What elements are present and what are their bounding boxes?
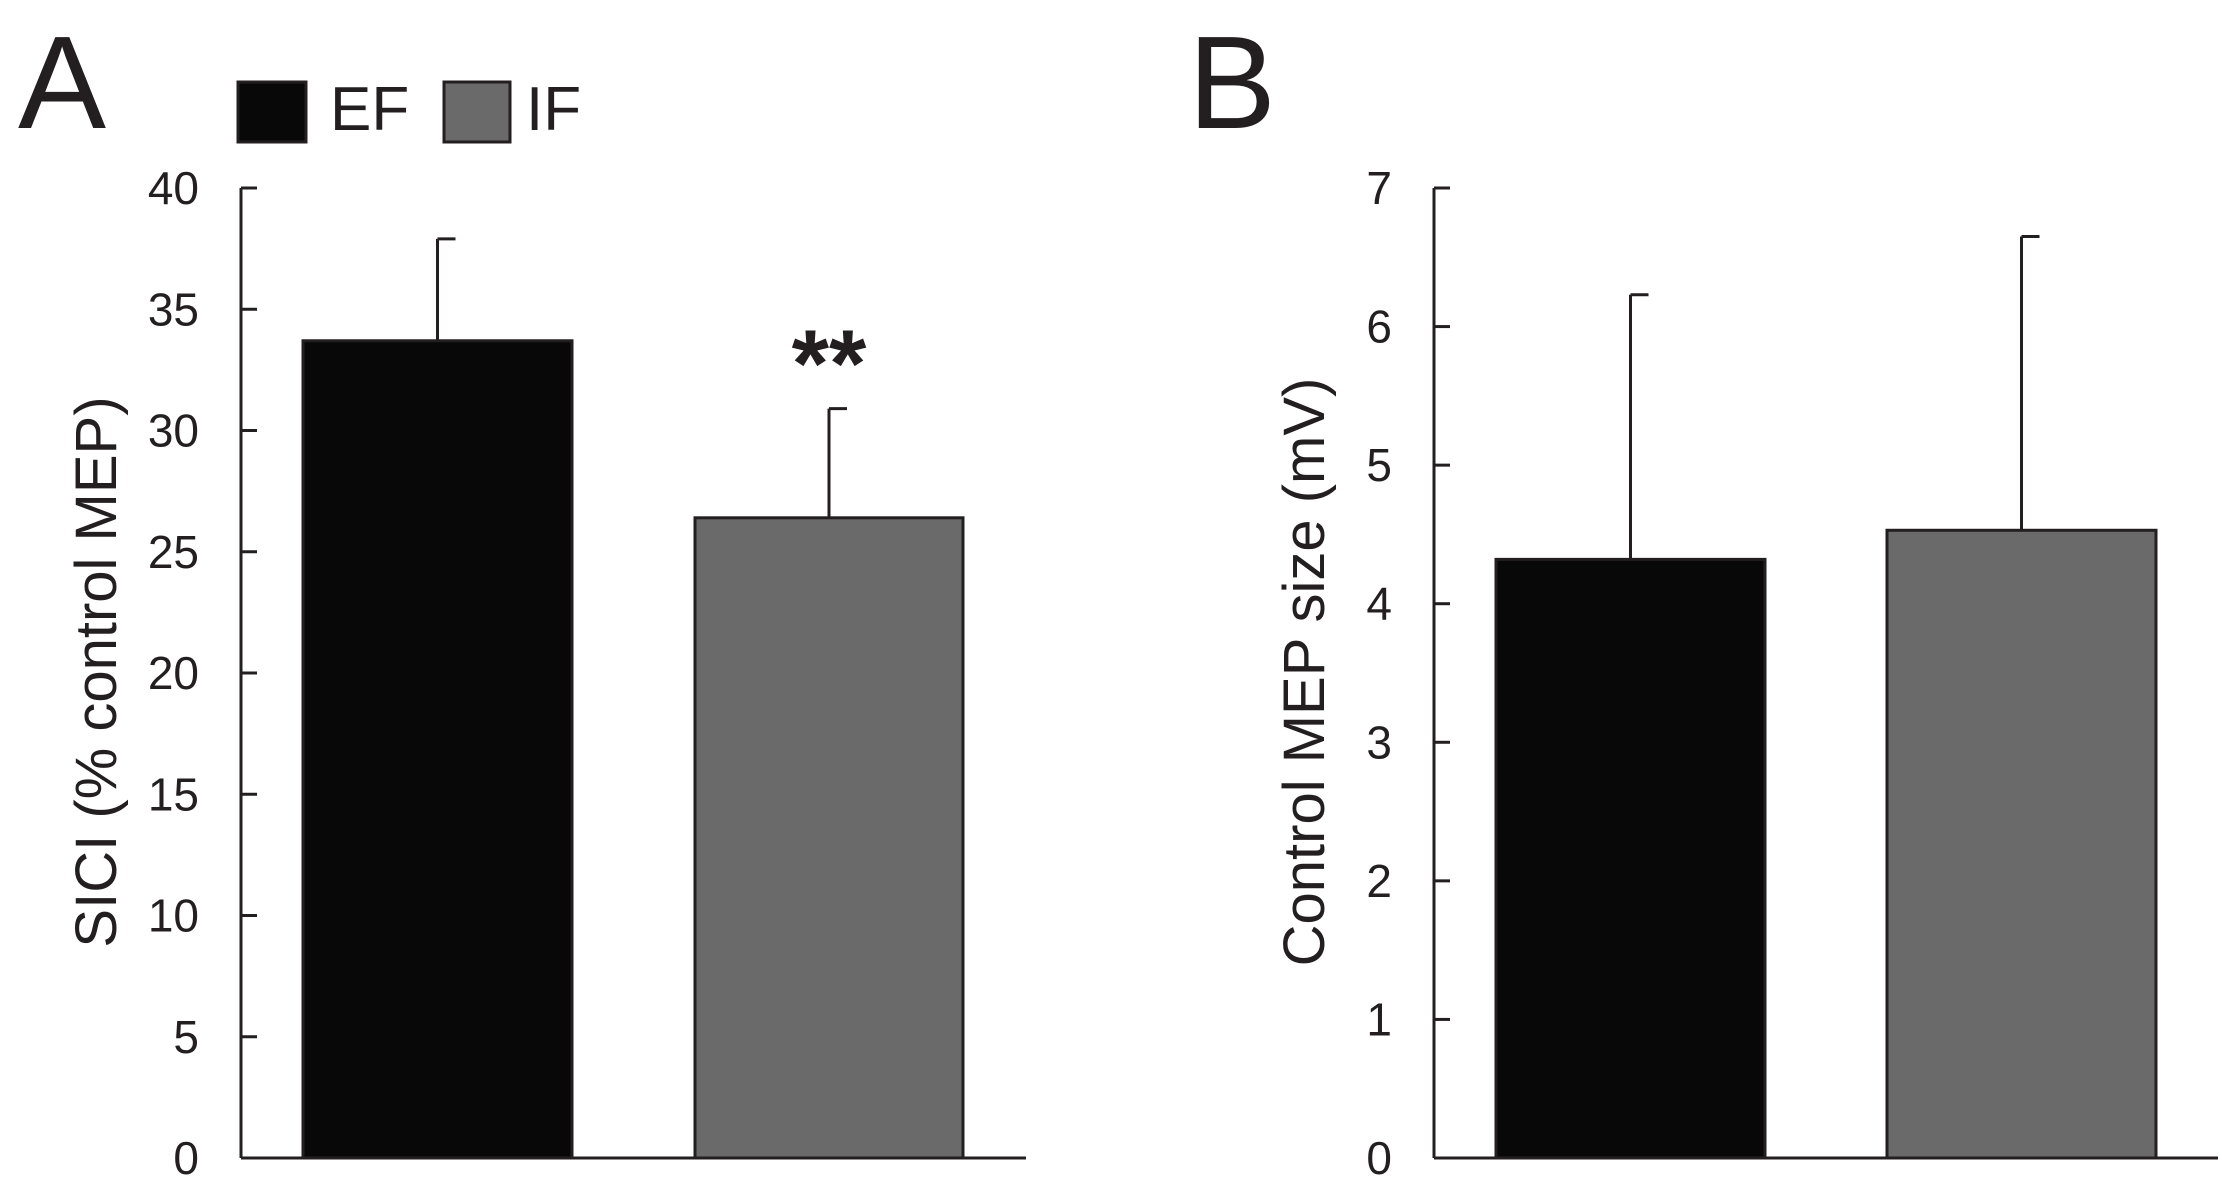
y-tick-label: 5 — [1366, 439, 1392, 491]
y-tick-label: 5 — [173, 1011, 199, 1063]
y-tick-label: 40 — [148, 162, 199, 214]
y-tick-label: 30 — [148, 405, 199, 457]
significance-marker: ** — [792, 311, 867, 418]
legend-label-if: IF — [526, 75, 581, 144]
panel-b: B Control MEP size (mV) 0 1 2 3 4 5 6 7 — [1188, 9, 2218, 1184]
legend-label-ef: EF — [330, 75, 409, 144]
bar-ef — [1494, 557, 1767, 1160]
plot-area: 0 1 2 3 4 5 6 7 — [1366, 162, 2218, 1184]
y-tick-label: 7 — [1366, 162, 1392, 214]
panel-b-letter: B — [1188, 9, 1276, 156]
legend-swatch-if — [442, 80, 512, 144]
panel-a: A EF IF SICI (% control MEP) 0 5 10 15 20 25 3… — [18, 9, 1026, 1184]
y-tick-label: 35 — [148, 283, 199, 335]
bar-if — [1885, 528, 2158, 1160]
plot-area: 0 5 10 15 20 25 30 35 40 ** — [148, 162, 1026, 1184]
bar-ef — [301, 339, 574, 1160]
y-tick-label: 4 — [1366, 578, 1392, 630]
bar-if — [693, 516, 965, 1160]
y-tick-label: 15 — [148, 768, 199, 820]
y-tick-label: 1 — [1366, 993, 1392, 1045]
legend-swatch-ef — [236, 80, 308, 144]
y-tick-label: 10 — [148, 890, 199, 942]
y-tick-label: 0 — [173, 1132, 199, 1184]
y-axis-label: Control MEP size (mV) — [1272, 378, 1337, 967]
panel-a-letter: A — [18, 9, 106, 156]
y-tick-label: 2 — [1366, 855, 1392, 907]
y-tick-label: 0 — [1366, 1132, 1392, 1184]
y-tick-label: 20 — [148, 647, 199, 699]
y-tick-label: 6 — [1366, 301, 1392, 353]
y-axis-label: SICI (% control MEP) — [64, 396, 129, 947]
y-tick-label: 25 — [148, 526, 199, 578]
legend: EF IF — [236, 75, 581, 144]
y-tick-label: 3 — [1366, 716, 1392, 768]
